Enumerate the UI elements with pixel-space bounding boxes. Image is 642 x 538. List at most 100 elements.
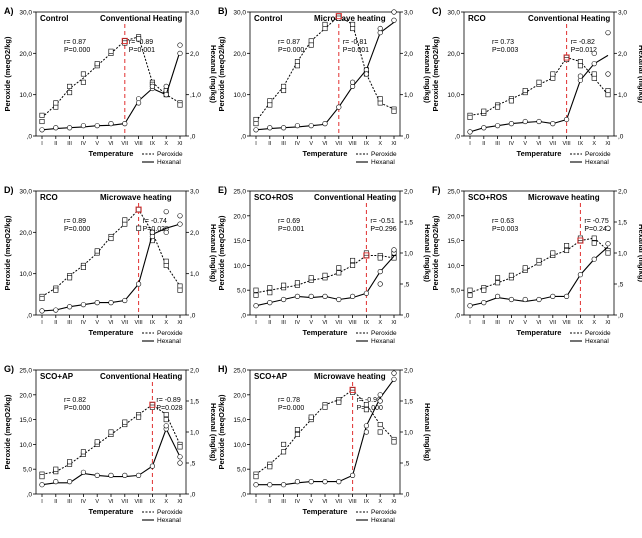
hexanal-point bbox=[377, 398, 383, 404]
peroxide-point bbox=[495, 280, 501, 286]
peroxide-point bbox=[350, 262, 356, 268]
x-tick-label: VIII bbox=[562, 320, 571, 326]
y-tick-label: ,0 bbox=[27, 134, 33, 141]
left-annotation-p: P=0.000 bbox=[278, 405, 304, 412]
x-tick-label: VI bbox=[108, 320, 114, 326]
peroxide-point bbox=[108, 236, 114, 242]
right-annotation-p: P=0.001 bbox=[129, 47, 155, 54]
hexanal-point bbox=[605, 71, 611, 77]
peroxide-point bbox=[122, 40, 128, 46]
x-tick-label: VII bbox=[121, 320, 128, 326]
hexanal-point bbox=[336, 296, 342, 303]
y-right-axis-title: Hexanal (mg/kg) bbox=[209, 45, 218, 103]
y-tick-label: 15,0 bbox=[233, 238, 246, 245]
panel-heating-label: Conventional Heating bbox=[314, 193, 396, 202]
x-tick-label: II bbox=[268, 141, 272, 147]
x-tick-label: I bbox=[41, 141, 43, 147]
y-right-tick-label: 1,0 bbox=[618, 251, 627, 258]
hexanal-point bbox=[80, 123, 86, 129]
hexanal-point bbox=[163, 423, 169, 429]
peroxide-point bbox=[308, 42, 314, 48]
x-tick-label: I bbox=[255, 141, 257, 147]
peroxide-point bbox=[94, 61, 100, 67]
y-tick-label: 20,0 bbox=[19, 230, 32, 237]
peroxide-point bbox=[536, 257, 542, 263]
hexanal-point bbox=[294, 123, 301, 129]
legend-hexanal-label: Hexanal bbox=[157, 338, 181, 345]
hexanal-point bbox=[108, 120, 114, 127]
x-tick-label: III bbox=[67, 320, 72, 326]
peroxide-point bbox=[267, 102, 273, 108]
x-tick-label: X bbox=[164, 141, 168, 147]
peroxide-point bbox=[294, 280, 300, 286]
peroxide-point bbox=[281, 282, 287, 288]
peak-marker bbox=[577, 237, 584, 244]
peroxide-point bbox=[177, 102, 183, 108]
peroxide-point bbox=[591, 75, 597, 81]
hexanal-point bbox=[481, 125, 487, 131]
y-right-tick-label: 1,5 bbox=[618, 220, 627, 227]
y-axis-title: Peroxide (meqO2/kg) bbox=[217, 36, 226, 112]
hexanal-point bbox=[550, 120, 556, 127]
peroxide-point bbox=[39, 119, 45, 125]
x-axis-title: Temperature bbox=[89, 328, 134, 337]
hexanal-point bbox=[94, 123, 100, 129]
peroxide-point bbox=[281, 449, 287, 455]
x-tick-label: V bbox=[523, 141, 527, 147]
x-tick-label: I bbox=[469, 320, 471, 326]
y-tick-label: 5,0 bbox=[237, 467, 246, 474]
y-right-tick-label: ,0 bbox=[190, 134, 196, 141]
hexanal-point bbox=[350, 79, 356, 85]
left-annotation-p: P=0.000 bbox=[64, 405, 90, 412]
legend-peroxide-label: Peroxide bbox=[157, 330, 183, 337]
y-right-tick-label: 2,0 bbox=[404, 189, 413, 196]
hexanal-point bbox=[363, 290, 370, 296]
x-tick-label: XI bbox=[391, 499, 397, 505]
peroxide-point bbox=[267, 98, 273, 104]
x-tick-label: II bbox=[268, 499, 272, 505]
right-annotation-r: r= -0.98 bbox=[357, 397, 381, 404]
y-right-tick-label: 1,0 bbox=[618, 92, 627, 99]
x-tick-label: VI bbox=[108, 141, 114, 147]
y-tick-label: 20,0 bbox=[233, 392, 246, 399]
x-tick-label: VI bbox=[322, 320, 328, 326]
hexanal-point bbox=[363, 429, 370, 435]
y-tick-label: ,0 bbox=[241, 492, 247, 499]
peroxide-point bbox=[39, 112, 45, 118]
x-tick-label: II bbox=[54, 499, 58, 505]
peroxide-point bbox=[391, 439, 397, 445]
y-tick-label: 15,0 bbox=[233, 417, 246, 424]
x-tick-label: VII bbox=[335, 320, 342, 326]
peroxide-point bbox=[136, 207, 142, 213]
hexanal-point bbox=[605, 241, 611, 247]
x-tick-label: X bbox=[378, 499, 382, 505]
x-tick-label: VI bbox=[536, 141, 542, 147]
left-annotation-r: r= 0.87 bbox=[64, 39, 86, 46]
left-annotation-p: P=0.003 bbox=[492, 226, 518, 233]
y-right-tick-label: ,5 bbox=[404, 461, 410, 468]
right-annotation-p: P=0.028 bbox=[156, 405, 182, 412]
y-right-tick-label: 2,0 bbox=[404, 51, 413, 58]
hexanal-point bbox=[163, 209, 169, 215]
y-right-axis-title: Hexanal (mg/kg) bbox=[423, 224, 432, 282]
x-tick-label: VIII bbox=[348, 499, 357, 505]
left-annotation-p: P=0.003 bbox=[492, 47, 518, 54]
x-tick-label: IX bbox=[364, 141, 370, 147]
x-tick-label: VII bbox=[549, 141, 556, 147]
x-tick-label: III bbox=[281, 320, 286, 326]
y-tick-label: ,0 bbox=[27, 492, 33, 499]
hexanal-point bbox=[591, 61, 597, 67]
hexanal-point bbox=[336, 479, 342, 485]
y-tick-label: 5,0 bbox=[237, 288, 246, 295]
y-right-axis-title: Hexanal (mg/kg) bbox=[637, 224, 642, 282]
hexanal-point bbox=[467, 129, 473, 135]
hexanal-point bbox=[177, 454, 183, 460]
peroxide-point bbox=[308, 414, 314, 420]
hexanal-point bbox=[481, 300, 487, 306]
x-tick-label: IX bbox=[150, 499, 156, 505]
y-right-tick-label: 1,0 bbox=[404, 430, 413, 437]
hexanal-line bbox=[469, 246, 609, 307]
peroxide-point bbox=[136, 414, 142, 420]
x-tick-label: V bbox=[95, 499, 99, 505]
y-right-tick-label: ,0 bbox=[404, 492, 410, 499]
